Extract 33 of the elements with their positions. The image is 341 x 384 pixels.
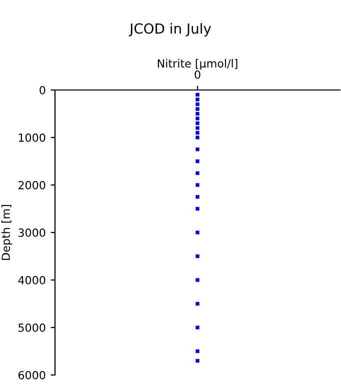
point [196, 254, 200, 258]
point [196, 302, 200, 306]
point [196, 206, 200, 211]
point [196, 136, 200, 140]
point [196, 98, 200, 102]
point [196, 112, 200, 116]
point [196, 130, 200, 135]
point [196, 183, 200, 187]
y-axis-title: Depth [m] [1, 205, 12, 260]
y-tick-label: 3000 [18, 228, 46, 237]
y-tick-label: 1000 [18, 133, 46, 142]
point [196, 358, 200, 363]
point [196, 126, 200, 130]
point [196, 102, 200, 106]
point [196, 107, 200, 111]
point [196, 171, 200, 175]
y-tick-label: 2000 [18, 180, 46, 190]
x-axis-title: Nitrite [µmol/l] [158, 59, 238, 70]
point [196, 195, 200, 199]
point [196, 116, 200, 120]
chart-title: JCOD in July [128, 23, 212, 36]
point [196, 278, 200, 282]
point [196, 326, 200, 330]
y-tick-label: 0 [40, 86, 46, 94]
point [196, 92, 200, 97]
y-tick-label: 4000 [18, 276, 46, 284]
y-tick-label: 5000 [18, 323, 46, 332]
y-tick-label: 6000 [18, 370, 46, 380]
point [196, 159, 200, 164]
point [196, 230, 200, 234]
point [196, 121, 200, 126]
point [196, 148, 200, 152]
point [196, 349, 200, 354]
